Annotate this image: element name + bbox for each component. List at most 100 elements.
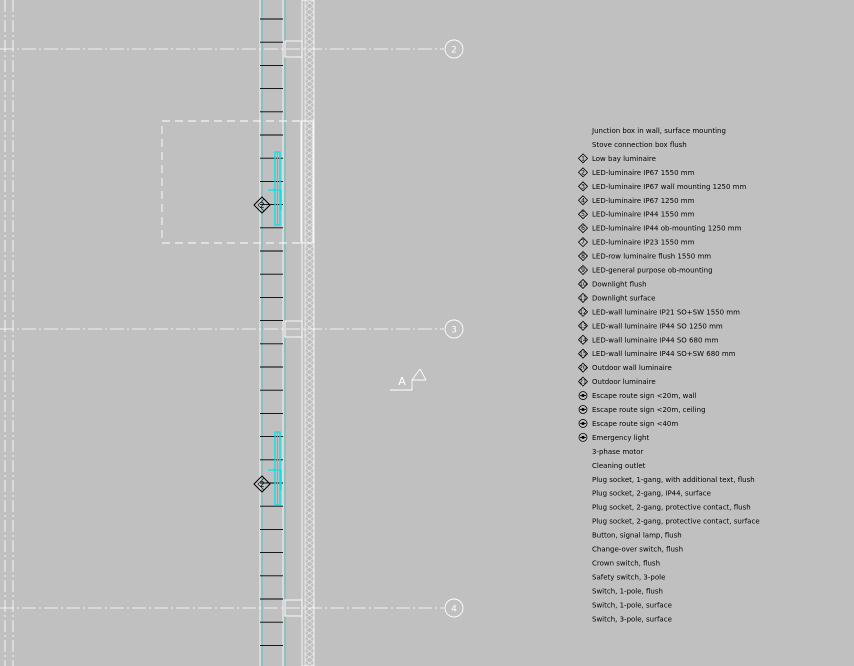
legend-symbol-label: 11 (579, 295, 587, 302)
hatch-stroke (304, 353, 315, 361)
hatch-stroke (304, 545, 315, 553)
hatch-stroke (304, 293, 315, 301)
luminaire-tag-icon: 1 (577, 153, 589, 164)
legend-item-text: Escape route sign <20m, ceiling (592, 406, 706, 414)
legend-item-text: LED-general purpose ob-mounting (592, 267, 713, 275)
legend-symbol-label: 9 (581, 267, 585, 274)
legend-item: Switch, 1-pole, surface (592, 601, 672, 609)
hatch-stroke (304, 335, 315, 343)
luminaire-fixture[interactable] (268, 151, 282, 226)
hatch-stroke (304, 0, 315, 7)
luminaire-tag-icon: 10 (577, 278, 589, 290)
legend-item-text: LED-wall luminaire IP44 SO+SW 680 mm (592, 350, 736, 358)
legend-item: Plug socket, 2-gang, protective contact,… (592, 518, 760, 526)
hatch-stroke (304, 47, 315, 55)
hatch-stroke (304, 629, 315, 637)
legend-item-text: Plug socket, 2-gang, IP44, surface (592, 490, 711, 498)
hatch-stroke (304, 581, 315, 589)
hatch-stroke (304, 275, 315, 283)
hatch-stroke (304, 35, 315, 43)
hatch-stroke (304, 623, 315, 631)
hatch-stroke (304, 563, 315, 571)
axis-line-2: 2 (0, 39, 464, 59)
hatch-stroke (304, 533, 315, 541)
axis-bubble (444, 598, 464, 618)
legend-item-text: Downlight surface (592, 294, 655, 302)
legend-item-text: Downlight flush (592, 280, 647, 288)
hatch-stroke (304, 233, 315, 241)
legend-item-text: 3-phase motor (592, 448, 643, 456)
legend-item: 10 Downlight flush (577, 278, 647, 290)
luminaire-tag-icon: 21 (577, 376, 589, 387)
hatch-stroke (304, 71, 315, 79)
hatch-stroke (304, 587, 315, 595)
hatch-stroke (304, 215, 315, 223)
legend-symbol-label: 14 (579, 337, 587, 344)
emergency-light-symbol-icon (578, 419, 588, 428)
hatch-stroke (304, 599, 315, 607)
hatch-stroke (304, 191, 315, 199)
emergency-light-symbol-icon (578, 391, 588, 400)
legend-item: Escape route sign <40m (578, 419, 678, 428)
hatch-stroke (304, 443, 315, 451)
hatch-stroke (304, 161, 315, 169)
legend-symbol-label: 2 (581, 169, 585, 176)
legend-symbol-label: 20 (579, 365, 587, 372)
hatch-stroke (304, 431, 315, 439)
hatch-stroke (304, 485, 315, 493)
hatch-stroke (304, 29, 315, 37)
legend-item: 8 LED-row luminaire flush 1550 mm (577, 250, 711, 262)
luminaire-tag-icon: 13 (577, 320, 589, 331)
hatch-stroke (304, 101, 315, 109)
legend-item-text: Junction box in wall, surface mounting (591, 127, 726, 135)
legend-item-text: Switch, 1-pole, flush (592, 587, 663, 595)
luminaire-tag-icon: 12 (577, 306, 589, 317)
legend-item-text: Outdoor luminaire (592, 378, 656, 386)
legend-symbol-label: 1 (581, 155, 585, 162)
axis-label: 3 (451, 326, 457, 336)
legend-item: 3 LED-luminaire IP67 wall mounting 1250 m… (577, 181, 746, 192)
hatch-stroke (304, 641, 315, 649)
hatch-stroke (304, 17, 315, 25)
emergency-light-symbol-icon (578, 432, 588, 442)
legend-item-text: LED-row luminaire flush 1550 mm (592, 253, 711, 261)
legend-item-text: Stove connection box flush (592, 141, 687, 149)
legend-item: 3-phase motor (592, 448, 643, 456)
hatch-stroke (304, 269, 315, 277)
hatch-stroke (304, 473, 315, 481)
hatch-stroke (304, 539, 315, 547)
legend-item: Switch, 3-pole, surface (592, 615, 672, 623)
hatch-stroke (304, 503, 315, 511)
axis-label: 2 (451, 46, 457, 56)
legend-item: 9 LED-general purpose ob-mounting (577, 264, 713, 276)
legend-item: Stove connection box flush (592, 141, 687, 149)
hatch-stroke (304, 389, 315, 397)
legend-item: Switch, 1-pole, flush (592, 587, 663, 595)
legend-item-text: Switch, 1-pole, surface (592, 601, 672, 609)
column-marker (284, 40, 303, 58)
legend-item: 13 LED-wall luminaire IP44 SO 1250 mm (577, 320, 723, 331)
section-marker[interactable]: A (390, 368, 427, 391)
section-marker-label: A (398, 375, 406, 388)
legend-symbol-label: 15 (579, 351, 587, 358)
hatch-stroke (304, 89, 315, 97)
legend-item-text: LED-luminaire IP44 ob-mounting 1250 mm (592, 225, 742, 233)
hatch-stroke (304, 467, 315, 475)
hatch-stroke (304, 155, 315, 163)
hatch-stroke (304, 305, 315, 313)
legend-item-text: Change-over switch, flush (592, 546, 683, 554)
legend-item-text: Button, signal lamp, flush (592, 532, 682, 540)
legend-item-text: Safety switch, 3-pole (592, 573, 665, 581)
legend-item-text: Emergency light (592, 434, 649, 442)
legend-item-text: Plug socket, 1-gang, with additional tex… (592, 476, 755, 484)
hatch-stroke (304, 257, 315, 265)
legend-item-text: Outdoor wall luminaire (592, 364, 672, 372)
hatch-stroke (304, 383, 315, 391)
hatch-stroke (304, 185, 315, 193)
dashed-room-outline (161, 120, 300, 244)
hatch-stroke (304, 53, 315, 61)
hatch-stroke (304, 221, 315, 229)
luminaire-fixture[interactable] (268, 431, 282, 506)
hatch-stroke (304, 77, 315, 85)
legend-item: Plug socket, 1-gang, with additional tex… (592, 476, 755, 484)
